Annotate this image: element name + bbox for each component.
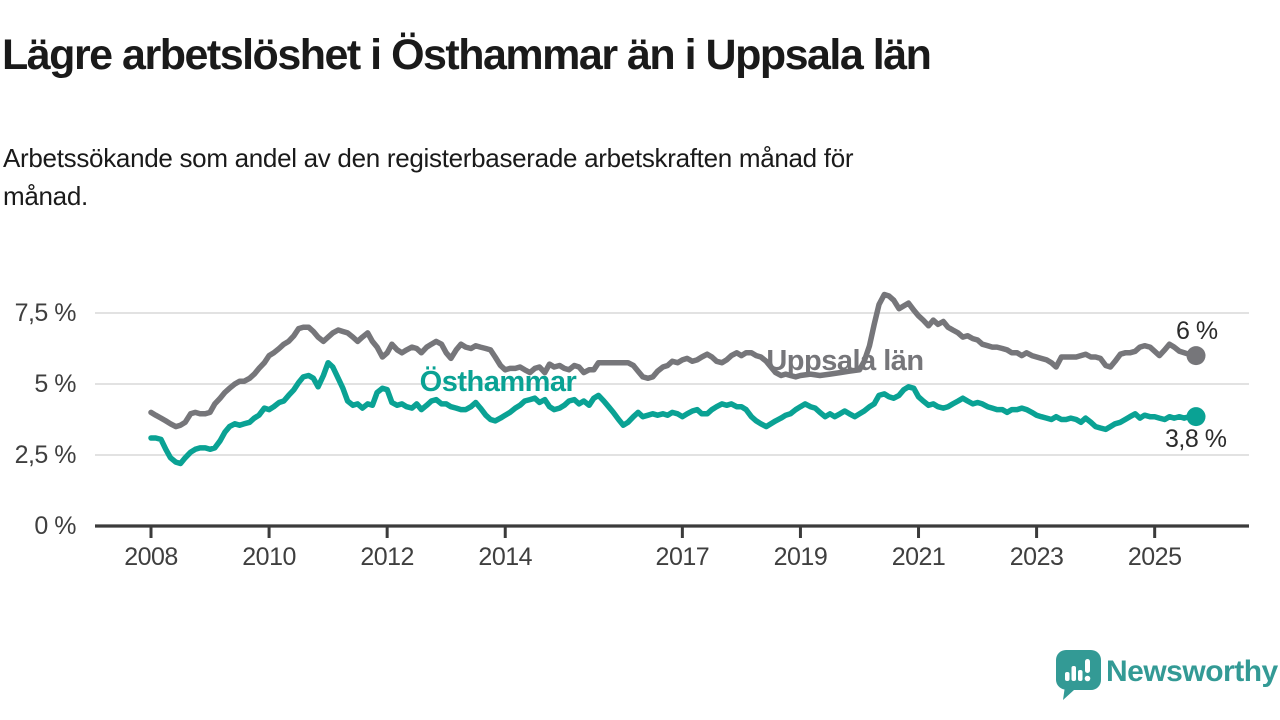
x-tick-label: 2019	[773, 543, 828, 571]
subtitle-line-1: Arbetssökande som andel av den registerb…	[3, 143, 854, 173]
line-osthammar	[148, 359, 1199, 467]
x-tick-label: 2017	[655, 543, 710, 571]
x-tick-label: 2021	[891, 543, 946, 571]
x-tick-label: 2025	[1127, 543, 1182, 571]
y-tick-label: 0 %	[34, 512, 76, 540]
newsworthy-logo: Newsworthy	[1056, 649, 1278, 701]
page-title: Lägre arbetslöshet i Östhammar än i Upps…	[2, 31, 932, 79]
y-tick-label: 5 %	[34, 370, 76, 398]
x-tick-label: 2014	[478, 543, 533, 571]
y-tick-label: 2,5 %	[14, 441, 77, 469]
x-tick-label: 2010	[242, 543, 296, 571]
end-dot-uppsala-lan	[1186, 346, 1206, 366]
newsworthy-wordmark: Newsworthy	[1106, 655, 1278, 688]
y-tick-label: 7,5 %	[14, 299, 77, 327]
end-value-label-osthammar: 3,8 %	[1165, 425, 1227, 453]
end-dot-osthammar	[1186, 407, 1206, 427]
subtitle-line-2: månad.	[3, 181, 88, 211]
x-tick-label: 2023	[1009, 543, 1064, 571]
end-value-label-uppsala: 6 %	[1176, 317, 1218, 345]
series-label-uppsala-lan: Uppsala län	[766, 345, 924, 377]
speech-bubble-bar-chart-icon	[1056, 650, 1101, 700]
x-tick-label: 2012	[360, 543, 414, 571]
x-tick-label: 2008	[124, 543, 178, 571]
line-uppsala-lan	[148, 291, 1199, 430]
chart-subtitle: Arbetssökande som andel av den registerb…	[3, 139, 854, 215]
series-label-osthammar: Östhammar	[419, 366, 577, 398]
